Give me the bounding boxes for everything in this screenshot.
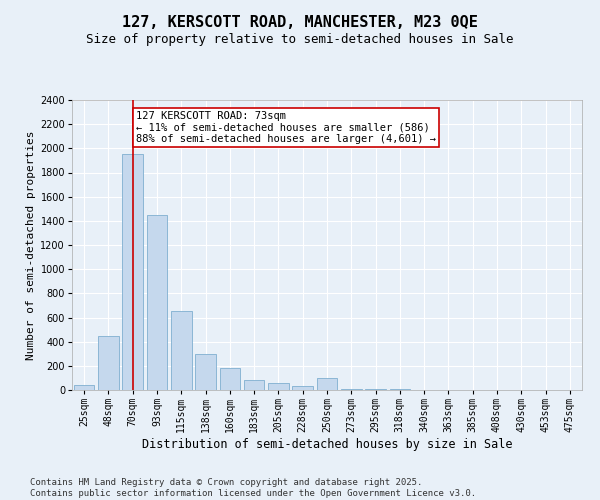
Bar: [146, 215, 167, 390]
Bar: [74, 385, 94, 390]
Text: 127, KERSCOTT ROAD, MANCHESTER, M23 0QE: 127, KERSCOTT ROAD, MANCHESTER, M23 0QE: [122, 15, 478, 30]
Bar: [317, 378, 337, 390]
Bar: [98, 336, 119, 390]
Bar: [195, 354, 216, 390]
Text: Size of property relative to semi-detached houses in Sale: Size of property relative to semi-detach…: [86, 32, 514, 46]
Bar: [244, 380, 265, 390]
Text: Contains HM Land Registry data © Crown copyright and database right 2025.
Contai: Contains HM Land Registry data © Crown c…: [30, 478, 476, 498]
Bar: [220, 368, 240, 390]
Bar: [292, 386, 313, 390]
Text: 127 KERSCOTT ROAD: 73sqm
← 11% of semi-detached houses are smaller (586)
88% of : 127 KERSCOTT ROAD: 73sqm ← 11% of semi-d…: [136, 111, 436, 144]
X-axis label: Distribution of semi-detached houses by size in Sale: Distribution of semi-detached houses by …: [142, 438, 512, 451]
Bar: [122, 154, 143, 390]
Bar: [268, 384, 289, 390]
Bar: [171, 312, 191, 390]
Y-axis label: Number of semi-detached properties: Number of semi-detached properties: [26, 130, 36, 360]
